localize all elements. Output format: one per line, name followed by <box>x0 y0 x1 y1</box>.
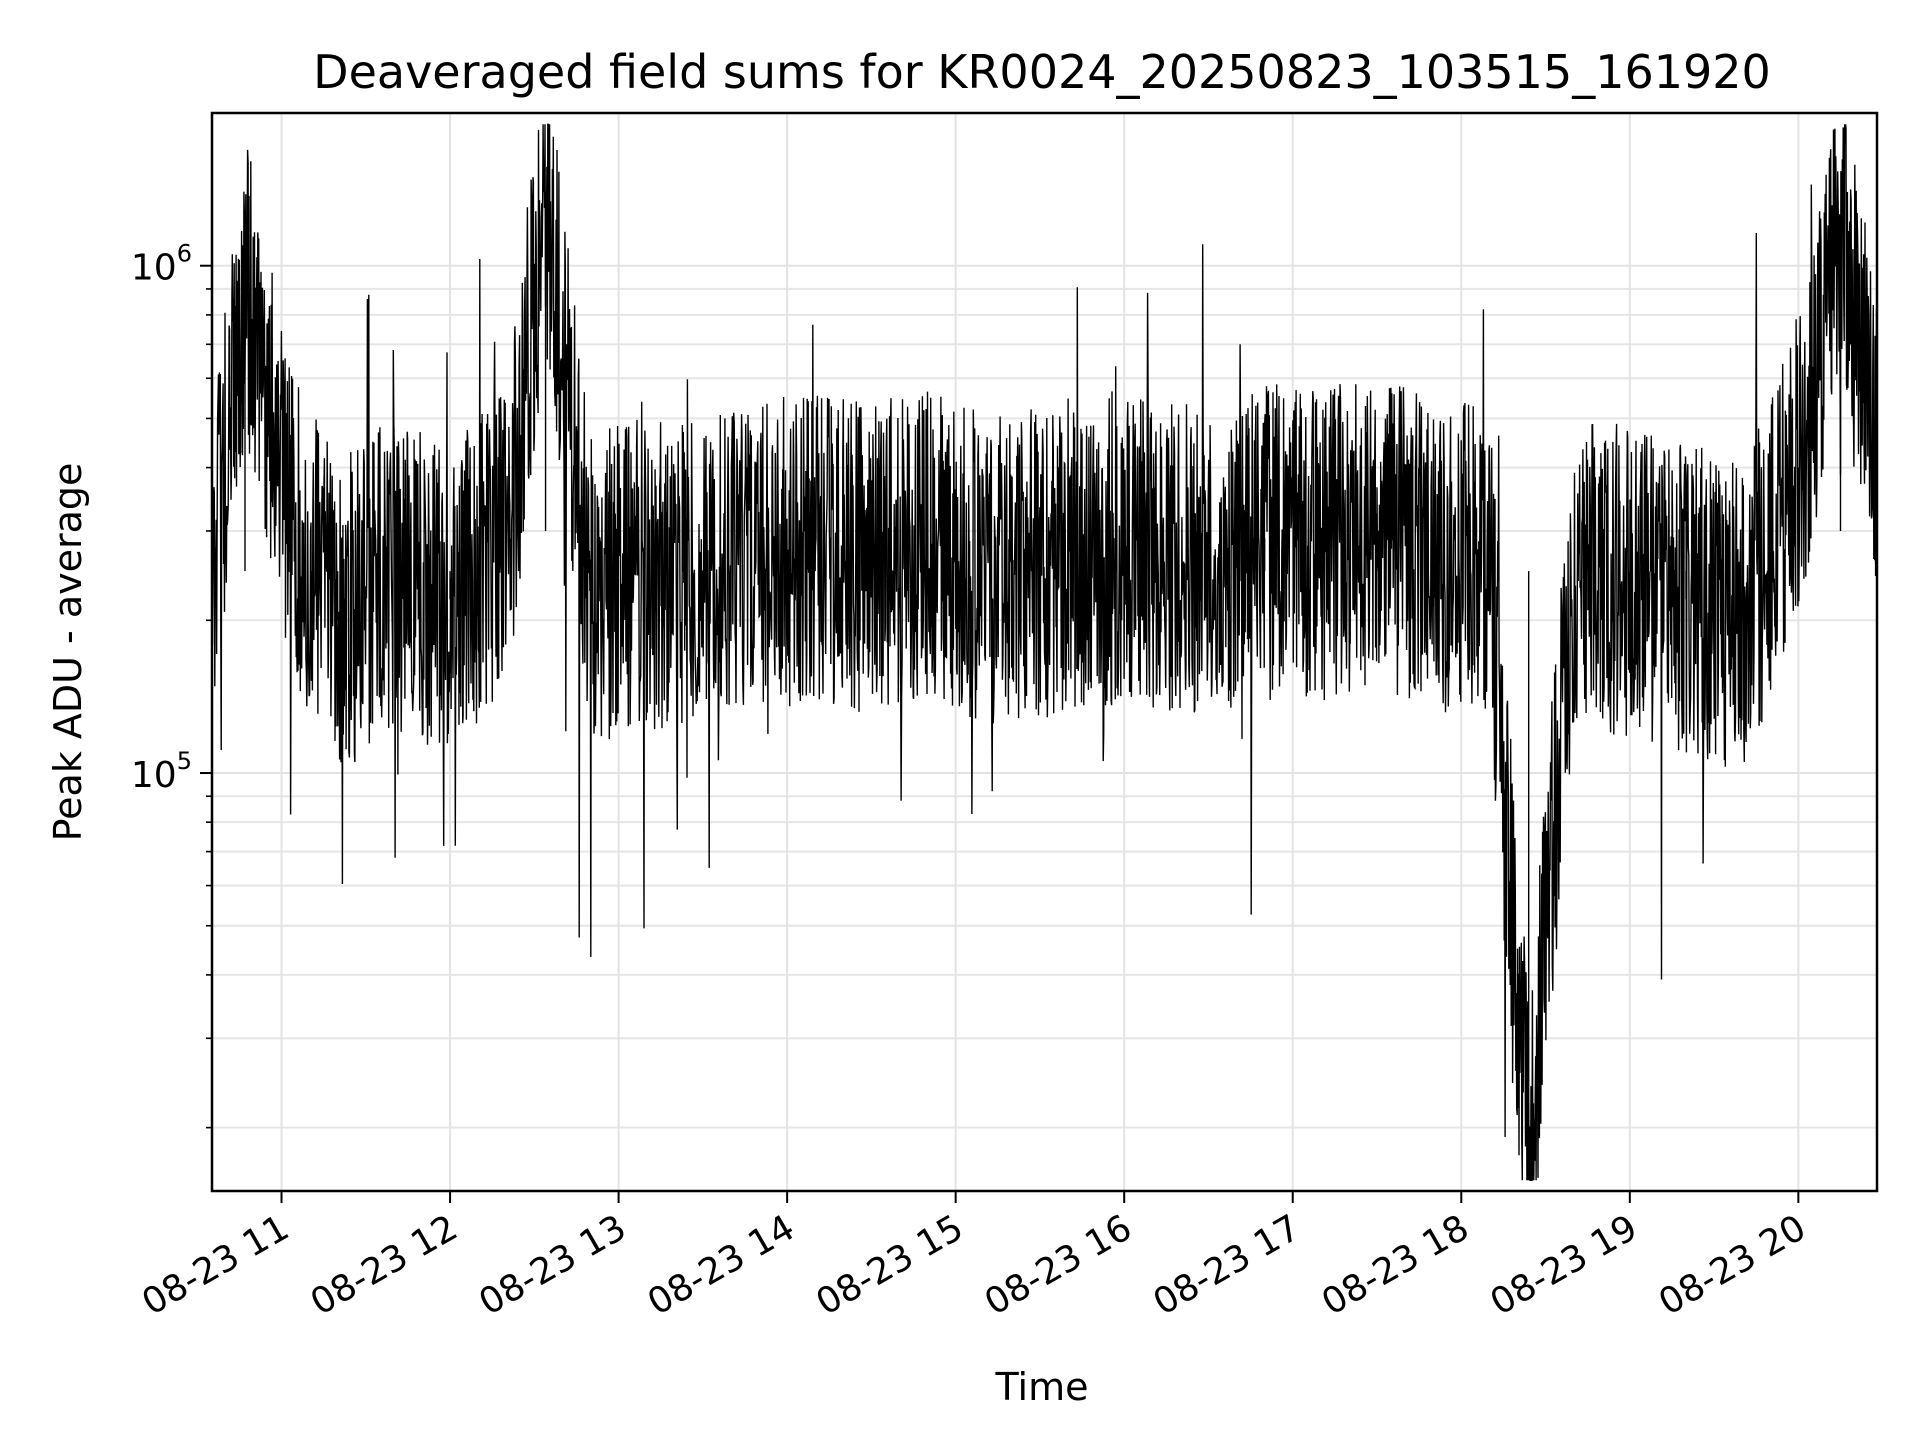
y-axis-label: Peak ADU - average <box>46 463 90 842</box>
x-axis-label: Time <box>995 1365 1089 1409</box>
chart-title: Deaveraged field sums for KR0024_2025082… <box>313 45 1771 99</box>
plot-frame <box>210 111 1879 1193</box>
series-line <box>211 123 1878 1181</box>
